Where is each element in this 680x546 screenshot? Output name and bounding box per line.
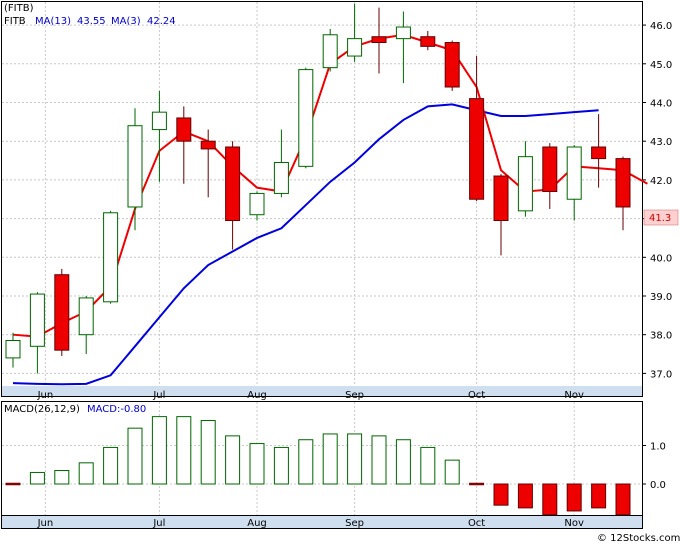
price-x-label: Jun: [37, 390, 54, 401]
macd-x-label: Nov: [564, 518, 584, 529]
price-y-tick-label: 37.0: [650, 369, 672, 380]
macd-x-label: Sep: [345, 518, 364, 529]
macd-bars: [5, 416, 631, 516]
macd-bar: [517, 483, 533, 509]
price-x-label: Nov: [564, 390, 584, 401]
macd-bar: [347, 433, 363, 485]
macd-bar: [493, 483, 509, 506]
price-x-axis: Jun Jul Aug Sep Oct Nov: [2, 386, 642, 401]
chart-title: (FITB): [4, 3, 34, 14]
macd-bar: [151, 416, 167, 485]
candle-body: [493, 175, 509, 222]
candle-body: [298, 69, 314, 167]
candle-body: [347, 38, 363, 57]
price-y-tick-label: 45.0: [650, 60, 672, 71]
candle-body: [566, 146, 582, 200]
candle-body: [5, 339, 21, 359]
macd-bar: [200, 419, 216, 485]
price-x-label: Oct: [468, 390, 485, 401]
candle-body: [371, 36, 387, 44]
candle-body: [591, 146, 607, 160]
legend-ma3-label: MA(3): [111, 16, 141, 27]
macd-bar: [371, 435, 387, 485]
price-y-axis: 37.038.039.040.041.042.043.044.045.046.0: [642, 21, 672, 380]
candle-body: [249, 192, 265, 216]
macd-legend-value: MACD:-0.80: [87, 404, 146, 415]
macd-bar: [225, 435, 241, 485]
price-x-label: Jul: [152, 390, 165, 401]
price-y-tick-label: 43.0: [650, 137, 672, 148]
ma13-series: [12, 103, 599, 386]
candle-body: [29, 293, 45, 347]
candle-body: [54, 274, 70, 351]
macd-y-tick-label: 1.0: [650, 442, 666, 453]
macd-bar: [566, 483, 582, 512]
macd-x-label: Oct: [468, 518, 485, 529]
candle-body: [151, 111, 167, 131]
legend-symbol: FITB: [4, 16, 26, 27]
candle-body: [176, 117, 192, 142]
candle-body: [103, 212, 119, 303]
candle-body: [444, 42, 460, 88]
candle-body: [420, 36, 436, 47]
price-y-tick-label: 42.0: [650, 176, 672, 187]
price-y-tick-label: 46.0: [650, 21, 672, 32]
macd-x-axis-band: [1, 515, 643, 529]
candle-body: [395, 26, 411, 40]
macd-bar: [29, 471, 45, 485]
legend-ma3-value: 42.24: [147, 16, 176, 27]
macd-bar: [273, 446, 289, 485]
last-price-tag: 41.3: [649, 213, 671, 224]
macd-bar: [469, 482, 485, 486]
macd-bar: [5, 482, 21, 486]
price-x-axis-band: [2, 386, 642, 396]
candlesticks: [5, 3, 631, 374]
ma13-line: [12, 103, 599, 386]
macd-bar: [127, 427, 143, 485]
legend-ma13-label: MA(13): [35, 16, 71, 27]
price-x-label: Sep: [345, 390, 364, 401]
macd-y-axis: 0.0 1.0: [642, 442, 666, 491]
footer-copyright: © 12Stocks.com: [597, 533, 680, 544]
macd-bar: [176, 416, 192, 485]
macd-bar: [322, 433, 338, 485]
macd-y-tick-label: 0.0: [650, 480, 666, 491]
macd-legend-label: MACD(26,12,9): [4, 404, 80, 415]
price-x-label: Aug: [247, 390, 267, 401]
macd-bar: [615, 483, 631, 516]
candle-body: [542, 146, 558, 192]
candle-body: [322, 34, 338, 69]
macd-bar: [298, 439, 314, 485]
macd-x-label: Jul: [152, 518, 165, 529]
candle-body: [517, 156, 533, 212]
macd-bar: [591, 483, 607, 509]
macd-x-label: Aug: [247, 518, 267, 529]
price-y-tick-label: 40.0: [650, 253, 672, 264]
candle-body: [469, 98, 485, 200]
candle-body: [127, 125, 143, 208]
macd-bar: [249, 443, 265, 485]
macd-bar: [103, 446, 119, 485]
price-panel-frame: [1, 1, 643, 397]
macd-bar: [54, 470, 70, 485]
macd-x-label: Jun: [37, 518, 54, 529]
price-y-tick-label: 39.0: [650, 292, 672, 303]
macd-bar: [78, 462, 94, 485]
macd-x-axis: Jun Jul Aug Sep Oct Nov: [37, 518, 584, 529]
macd-bar: [395, 439, 411, 485]
macd-bar: [542, 483, 558, 516]
price-y-tick-label: 44.0: [650, 98, 672, 109]
macd-bar: [444, 459, 460, 485]
macd-bar: [420, 446, 436, 485]
last-price-tag-bg: [643, 209, 679, 226]
price-y-tick-label: 38.0: [650, 331, 672, 342]
candle-body: [273, 161, 289, 194]
candle-body: [615, 158, 631, 208]
legend-ma13-value: 43.55: [77, 16, 106, 27]
candle-body: [78, 297, 94, 336]
candle-body: [200, 140, 216, 150]
candle-body: [225, 146, 241, 222]
